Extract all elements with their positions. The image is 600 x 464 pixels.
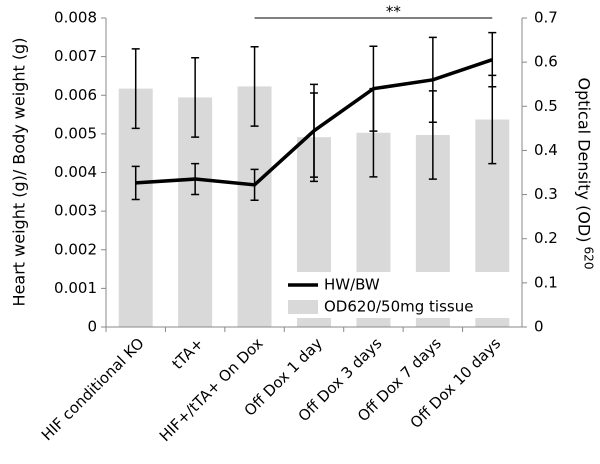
- y-tick-label: 0: [87, 318, 97, 336]
- y-tick-label: 0.003: [54, 202, 97, 220]
- error-bar: [369, 87, 378, 178]
- legend-label: HW/BW: [324, 276, 380, 294]
- y-tick-label: 0.001: [54, 279, 97, 297]
- y2-tick-label: 0.6: [534, 53, 558, 71]
- error-bar: [131, 48, 140, 130]
- y2-tick-label: 0.4: [534, 141, 558, 159]
- error-bar: [428, 90, 437, 180]
- x-tick-label: HIF conditional KO: [38, 334, 148, 444]
- error-bar: [191, 56, 200, 138]
- error-bar: [250, 45, 259, 127]
- y-tick-label: 0.006: [54, 86, 97, 104]
- error-bar: [310, 92, 318, 183]
- y2-tick-label: 0.2: [534, 229, 558, 247]
- y2-tick-label: 0.1: [534, 273, 558, 291]
- legend-label: OD620/50mg tissue: [324, 298, 473, 316]
- y-tick-label: 0.002: [54, 240, 97, 258]
- y2-axis-title-sub: 620: [582, 247, 596, 270]
- y2-tick-label: 0.3: [534, 185, 558, 203]
- error-bar: [488, 74, 497, 165]
- y2-tick-label: 0.5: [534, 97, 558, 115]
- y2-tick-label: 0: [534, 318, 544, 336]
- x-tick-label: tTA+: [168, 334, 207, 373]
- y-tick-label: 0.007: [54, 47, 97, 65]
- y-tick-label: 0.008: [54, 9, 97, 27]
- annotation: **: [386, 3, 402, 21]
- y-tick-label: 0.005: [54, 124, 97, 142]
- legend-swatch: [288, 300, 318, 314]
- y-tick-label: 0.004: [54, 163, 97, 181]
- error-bar: [131, 165, 140, 201]
- y2-axis-title: Optical Density (OD): [575, 78, 594, 243]
- y2-tick-label: 0.7: [534, 9, 558, 27]
- x-tick-label: HIF+/tTA+ On Dox: [156, 334, 267, 445]
- y-axis-title: Heart weight (g)/ Body weight (g): [10, 38, 29, 307]
- legend-box: [284, 272, 520, 318]
